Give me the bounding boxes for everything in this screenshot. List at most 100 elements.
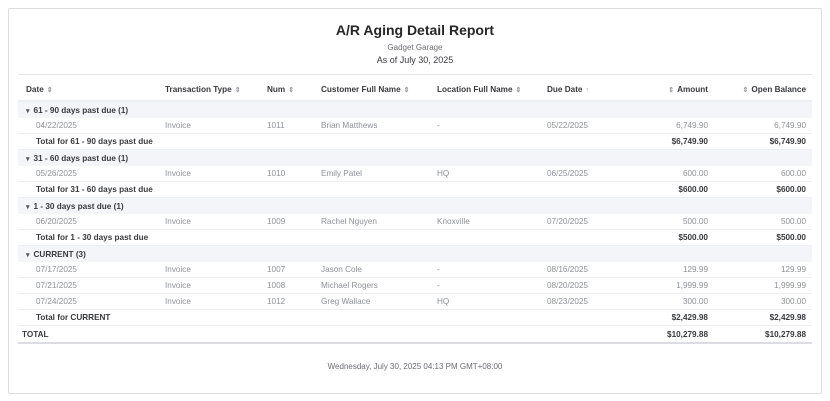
- cell-customer-full-name: Emily Patel: [321, 166, 437, 182]
- sort-icon[interactable]: ⇕: [403, 86, 410, 94]
- column-label: Customer Full Name: [321, 84, 401, 94]
- sort-icon[interactable]: ⇕: [46, 86, 53, 94]
- sort-ascending-icon[interactable]: ↑: [585, 86, 590, 94]
- sort-icon[interactable]: ⇕: [234, 86, 241, 94]
- cell-date: 07/21/2025: [18, 277, 165, 294]
- group-label: 61 - 90 days past due (1): [33, 105, 129, 115]
- chevron-down-icon[interactable]: ▾: [26, 107, 30, 115]
- group-row[interactable]: ▾ 61 - 90 days past due (1): [18, 101, 812, 118]
- table-row[interactable]: 06/20/2025 Invoice 1009 Rachel Nguyen Knoxvi…: [18, 214, 812, 230]
- chevron-down-icon[interactable]: ▾: [26, 203, 30, 211]
- cell-open-balance: 300.00: [714, 293, 812, 310]
- cell-amount: 300.00: [627, 293, 714, 310]
- cell-num[interactable]: 1010: [267, 166, 321, 182]
- sort-icon[interactable]: ⇕: [515, 86, 522, 94]
- column-label: Amount: [677, 84, 708, 94]
- total-open-balance: $600.00: [714, 181, 812, 198]
- cell-amount: 129.99: [627, 262, 714, 278]
- cell-num[interactable]: 1009: [267, 214, 321, 230]
- table-row[interactable]: 07/21/2025 Invoice 1008 Michael Rogers -08/2…: [18, 277, 812, 294]
- column-header-date[interactable]: Date ⇕: [18, 78, 165, 102]
- cell-location-full-name: -: [437, 277, 547, 294]
- cell-num[interactable]: 1011: [267, 118, 321, 134]
- column-label: Due Date: [547, 84, 583, 94]
- chevron-down-icon[interactable]: ▾: [26, 155, 30, 163]
- cell-location-full-name: -: [437, 262, 547, 278]
- cell-customer-full-name: Jason Cole: [321, 262, 437, 278]
- cell-customer-full-name: Greg Wallace: [321, 293, 437, 310]
- group-row[interactable]: ▾ CURRENT (3): [18, 245, 812, 262]
- group-total-row: Total for CURRENT $2,429.98 $2,429.98: [18, 309, 812, 326]
- chevron-down-icon[interactable]: ▾: [26, 251, 30, 259]
- group-label: 31 - 60 days past due (1): [33, 153, 129, 163]
- cell-due-date: 08/23/2025: [547, 293, 627, 310]
- table-row[interactable]: 04/22/2025 Invoice 1011 Brian Matthews -05/2…: [18, 118, 812, 134]
- cell-amount: 500.00: [627, 214, 714, 230]
- cell-location-full-name: HQ: [437, 293, 547, 310]
- cell-transaction-type: Invoice: [165, 293, 267, 310]
- table-header: Date ⇕ Transaction Type ⇕ Num ⇕ Customer Full …: [18, 78, 812, 102]
- total-open-balance: $2,429.98: [714, 309, 812, 326]
- grand-total-open-balance: $10,279.88: [714, 325, 812, 344]
- cell-num[interactable]: 1007: [267, 262, 321, 278]
- cell-num[interactable]: 1008: [267, 277, 321, 294]
- cell-customer-full-name: Brian Matthews: [321, 118, 437, 134]
- total-amount: $6,749.90: [627, 133, 714, 150]
- cell-date: 05/26/2025: [18, 166, 165, 182]
- sort-icon[interactable]: ⇕: [668, 86, 675, 94]
- report-title: A/R Aging Detail Report: [335, 22, 495, 38]
- grand-total-label: TOTAL: [18, 325, 627, 344]
- total-label: Total for 61 - 90 days past due: [18, 133, 627, 150]
- total-amount: $600.00: [627, 181, 714, 198]
- cell-date: 07/24/2025: [18, 293, 165, 310]
- cell-due-date: 07/20/2025: [547, 214, 627, 230]
- cell-open-balance: 129.99: [714, 262, 812, 278]
- group-row[interactable]: ▾ 1 - 30 days past due (1): [18, 197, 812, 214]
- group-total-row: Total for 61 - 90 days past due $6,749.90…: [18, 133, 812, 150]
- total-amount: $500.00: [627, 229, 714, 246]
- group-row[interactable]: ▾ 31 - 60 days past due (1): [18, 149, 812, 166]
- cell-amount: 1,999.99: [627, 277, 714, 294]
- cell-location-full-name: HQ: [437, 166, 547, 182]
- cell-transaction-type: Invoice: [165, 214, 267, 230]
- table-row[interactable]: 07/24/2025 Invoice 1012 Greg Wallace HQ 08/23…: [18, 293, 812, 310]
- column-header-amount[interactable]: ⇕ Amount: [627, 78, 714, 102]
- table-row[interactable]: 05/26/2025 Invoice 1010 Emily Patel HQ 06/25/…: [18, 166, 812, 182]
- table-row[interactable]: 07/17/2025 Invoice 1007 Jason Cole -08/16/20…: [18, 262, 812, 278]
- cell-transaction-type: Invoice: [165, 277, 267, 294]
- cell-date: 06/20/2025: [18, 214, 165, 230]
- column-label: Location Full Name: [437, 84, 513, 94]
- column-header-location-full-name[interactable]: Location Full Name ⇕: [437, 78, 547, 102]
- column-label: Open Balance: [751, 84, 806, 94]
- column-header-customer-full-name[interactable]: Customer Full Name ⇕: [321, 78, 437, 102]
- cell-amount: 600.00: [627, 166, 714, 182]
- sort-icon[interactable]: ⇕: [288, 86, 295, 94]
- column-header-due-date[interactable]: Due Date ↑: [547, 78, 627, 102]
- column-label: Num: [267, 84, 286, 94]
- cell-transaction-type: Invoice: [165, 166, 267, 182]
- group-cell: ▾ CURRENT (3): [18, 245, 812, 262]
- sort-icon[interactable]: ⇕: [742, 86, 749, 94]
- total-label: Total for 31 - 60 days past due: [18, 181, 627, 198]
- cell-due-date: 08/20/2025: [547, 277, 627, 294]
- cell-num[interactable]: 1012: [267, 293, 321, 310]
- group-total-row: Total for 31 - 60 days past due $600.00 $6…: [18, 181, 812, 198]
- cell-location-full-name: Knoxville: [437, 214, 547, 230]
- cell-due-date: 08/16/2025: [547, 262, 627, 278]
- cell-open-balance: 6,749.90: [714, 118, 812, 134]
- group-total-row: Total for 1 - 30 days past due $500.00 $50…: [18, 229, 812, 246]
- grand-total-amount: $10,279.88: [627, 325, 714, 344]
- column-header-open-balance[interactable]: ⇕ Open Balance: [714, 78, 812, 102]
- total-open-balance: $6,749.90: [714, 133, 812, 150]
- total-label: Total for 1 - 30 days past due: [18, 229, 627, 246]
- cell-transaction-type: Invoice: [165, 118, 267, 134]
- total-label: Total for CURRENT: [18, 309, 627, 326]
- cell-transaction-type: Invoice: [165, 262, 267, 278]
- report-date: As of July 30, 2025: [376, 55, 454, 65]
- cell-customer-full-name: Michael Rogers: [321, 277, 437, 294]
- column-header-num[interactable]: Num ⇕: [267, 78, 321, 102]
- column-header-transaction-type[interactable]: Transaction Type ⇕: [165, 78, 267, 102]
- cell-location-full-name: -: [437, 118, 547, 134]
- group-label: 1 - 30 days past due (1): [33, 201, 124, 211]
- divider: [18, 74, 812, 75]
